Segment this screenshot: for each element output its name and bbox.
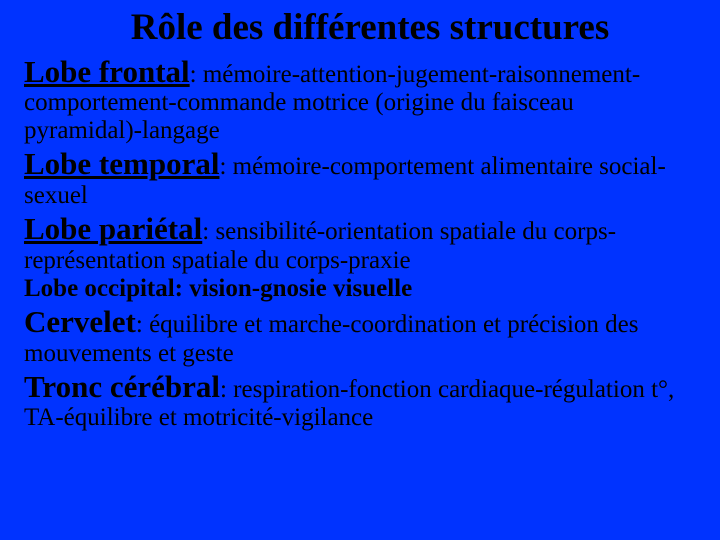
entry-heading: Lobe pariétal — [24, 211, 202, 246]
entry-heading: Cervelet — [24, 304, 136, 339]
entry-heading: Lobe temporal — [24, 146, 219, 181]
entry: Lobe frontal: mémoire-attention-jugement… — [24, 55, 696, 146]
entry: Tronc cérébral: respiration-fonction car… — [24, 370, 696, 433]
entry: Cervelet: équilibre et marche-coordinati… — [24, 305, 696, 368]
entry-heading: Tronc cérébral — [24, 369, 220, 404]
entries-list: Lobe frontal: mémoire-attention-jugement… — [24, 55, 696, 433]
entry: Lobe pariétal: sensibilité-orientation s… — [24, 212, 696, 303]
entry: Lobe temporal: mémoire-comportement alim… — [24, 147, 696, 210]
entry-extra: Lobe occipital: vision-gnosie visuelle — [24, 275, 412, 302]
entry-heading: Lobe frontal — [24, 54, 190, 89]
slide-title: Rôle des différentes structures — [24, 8, 696, 49]
